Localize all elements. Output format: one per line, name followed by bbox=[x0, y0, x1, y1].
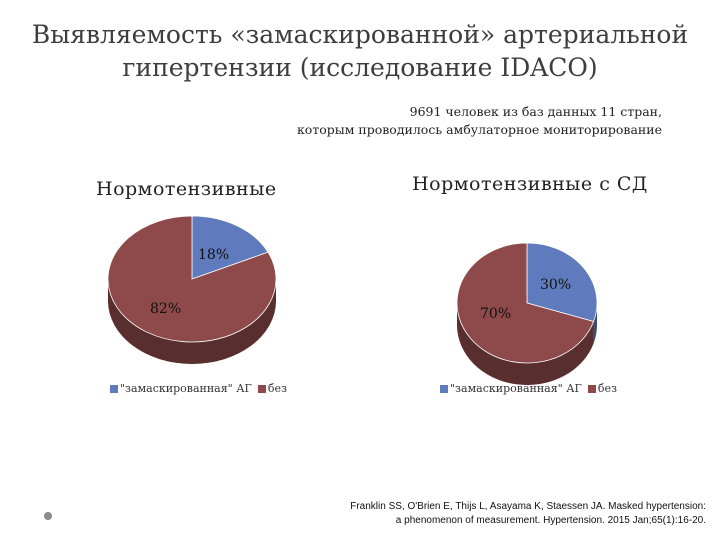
reference-line-2: a phenomenon of measurement. Hypertensio… bbox=[395, 515, 706, 526]
reference-citation: Franklin SS, O'Brien E, Thijs L, Asayama… bbox=[300, 500, 706, 528]
legend-swatch-without bbox=[587, 384, 596, 393]
legend-label-masked: "замаскированная" АГ bbox=[120, 382, 252, 395]
legend-swatch-masked bbox=[440, 384, 448, 393]
pie-slice-side bbox=[457, 303, 594, 386]
chart-title-normotensive: Нормотензивные bbox=[96, 178, 277, 200]
legend-label-masked: "замаскированная" АГ bbox=[450, 382, 582, 395]
pie-slice-without bbox=[456, 242, 595, 364]
pie-data-label: 18% bbox=[198, 247, 229, 263]
pie-slice-masked bbox=[526, 242, 598, 323]
legend-normotensive: "замаскированная" АГ без bbox=[110, 382, 293, 395]
legend-swatch-without bbox=[257, 384, 266, 393]
pie-data-label: 82% bbox=[150, 301, 181, 317]
slide-title: Выявляемость «замаскированной» артериаль… bbox=[31, 20, 689, 82]
slide-subtitle: 9691 человек из баз данных 11 стран, кот… bbox=[200, 103, 662, 139]
legend-entry-without: без bbox=[257, 382, 287, 395]
legend-entry-masked: "замаскированная" АГ bbox=[110, 382, 252, 395]
legend-label-without: без bbox=[267, 382, 287, 395]
chart-title-normotensive-diabetes: Нормотензивные с СД bbox=[412, 173, 648, 195]
legend-label-without: без bbox=[597, 382, 617, 395]
pie-slice-masked bbox=[191, 215, 269, 280]
legend-entry-without: без bbox=[587, 382, 617, 395]
legend-swatch-masked bbox=[110, 384, 118, 393]
subtitle-line-2: которым проводилось амбулаторное монитор… bbox=[296, 122, 662, 137]
reference-line-1: Franklin SS, O'Brien E, Thijs L, Asayama… bbox=[350, 501, 706, 512]
legend-entry-masked: "замаскированная" АГ bbox=[440, 382, 582, 395]
bullet-icon bbox=[44, 512, 52, 520]
pie-slice-side bbox=[108, 279, 276, 364]
pie-slice-without bbox=[107, 215, 277, 343]
pie-data-label: 70% bbox=[480, 306, 511, 322]
pie-data-label: 30% bbox=[540, 277, 571, 293]
subtitle-line-1: 9691 человек из баз данных 11 стран, bbox=[409, 104, 662, 119]
legend-normotensive-diabetes: "замаскированная" АГ без bbox=[440, 382, 623, 395]
